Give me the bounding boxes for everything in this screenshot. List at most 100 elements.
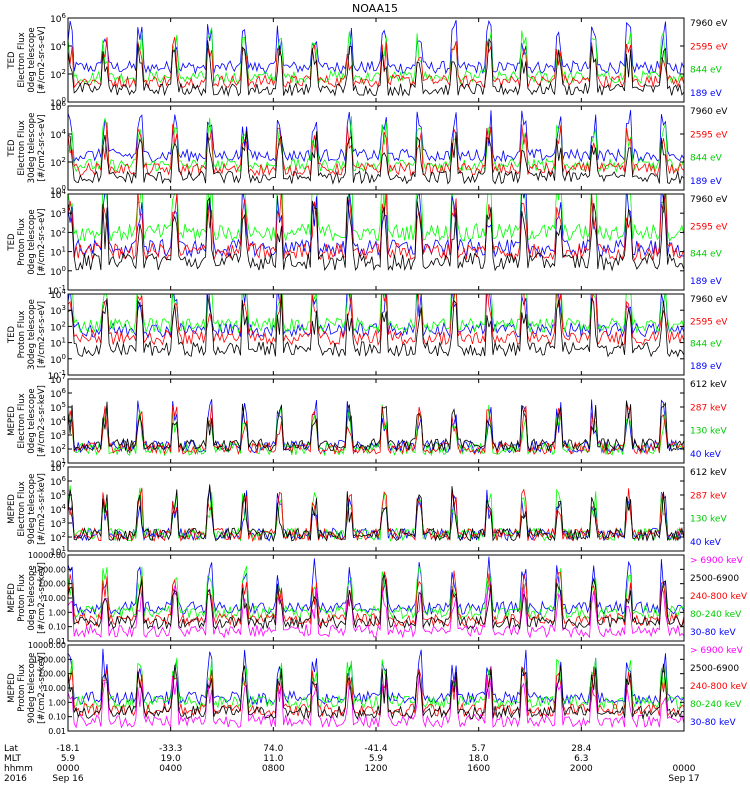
y-axis-label-line: [#/cm2-sr-s-eV] bbox=[37, 208, 47, 275]
y-tick-label: 104 bbox=[50, 288, 66, 301]
y-axis-label-line: Proton Flux bbox=[17, 218, 27, 266]
y-axis-label-line: 30deg telescope bbox=[27, 299, 37, 370]
series-trace-1 bbox=[68, 487, 684, 542]
y-tick-label: 103 bbox=[50, 429, 66, 442]
y-tick-label: 104 bbox=[50, 188, 66, 201]
y-tick-label: 103 bbox=[50, 517, 66, 530]
y-tick-label: 102 bbox=[50, 443, 66, 456]
y-axis-label-line: Proton Flux bbox=[17, 664, 27, 712]
series-trace-4 bbox=[68, 130, 684, 185]
y-tick-label: 102 bbox=[50, 156, 66, 169]
x-axis-value: 1200 bbox=[365, 764, 388, 774]
x-axis-value: 0000 bbox=[57, 764, 80, 774]
x-axis-value: 1600 bbox=[467, 764, 490, 774]
y-tick-label: 10.00 bbox=[43, 684, 66, 693]
y-axis-label-line: TED bbox=[7, 233, 17, 252]
x-axis-value: 5.7 bbox=[472, 744, 486, 754]
y-tick-label: 102 bbox=[50, 531, 66, 544]
y-tick-label: 105 bbox=[50, 489, 66, 502]
y-axis-label-line: [#/cm2-s-sr-keV] bbox=[37, 562, 47, 634]
y-tick-label: 102 bbox=[50, 320, 66, 333]
legend-entry: 189 eV bbox=[690, 89, 723, 99]
y-tick-label: 101 bbox=[50, 337, 66, 350]
x-axis-value: -33.3 bbox=[159, 744, 182, 754]
series-trace-2 bbox=[68, 566, 684, 620]
y-tick-label: 106 bbox=[50, 12, 66, 25]
series-trace-3 bbox=[68, 666, 684, 718]
panel-series bbox=[68, 19, 684, 97]
y-tick-label: 10000.00 bbox=[28, 551, 66, 560]
y-tick-label: 1.00 bbox=[48, 608, 66, 617]
y-tick-label: 103 bbox=[50, 304, 66, 317]
y-tick-label: 102 bbox=[50, 226, 66, 239]
legend-entry: 2595 eV bbox=[690, 222, 728, 232]
panel-series bbox=[68, 194, 684, 272]
panel-2 bbox=[67, 105, 685, 191]
legend-entry: 2595 eV bbox=[690, 130, 728, 140]
y-tick-label: 103 bbox=[50, 207, 66, 220]
legend-entry: 40 keV bbox=[690, 450, 722, 460]
series-trace-3 bbox=[68, 570, 684, 628]
legend-entry: 130 keV bbox=[690, 515, 727, 525]
y-tick-label: 104 bbox=[50, 40, 66, 53]
legend-entry: 80-240 keV bbox=[690, 700, 742, 710]
panel-frame bbox=[67, 378, 685, 464]
y-tick-label: 100 bbox=[50, 353, 66, 366]
legend-entry: 612 keV bbox=[690, 380, 727, 390]
series-trace-5 bbox=[68, 663, 684, 720]
panel-5 bbox=[67, 378, 685, 464]
panel-8 bbox=[67, 644, 685, 732]
x-axis-value: -41.4 bbox=[364, 744, 388, 754]
x-axis-row-label: Lat bbox=[4, 744, 19, 754]
y-tick-label: 0.01 bbox=[48, 637, 66, 646]
x-axis-value: 19.0 bbox=[161, 754, 181, 764]
y-axis-label-line: [#/cm2-sr-s-eV] bbox=[37, 301, 47, 368]
x-axis-value: 5.9 bbox=[61, 754, 76, 764]
y-axis-label-line: 0deg telescope bbox=[27, 565, 37, 630]
y-axis-label-line: TED bbox=[7, 139, 17, 158]
legend-entry: 844 eV bbox=[690, 250, 723, 260]
y-axis-label-line: [#/cm2-sr-s-eV] bbox=[37, 114, 47, 181]
series-trace-3 bbox=[68, 194, 684, 262]
panel-series bbox=[68, 399, 684, 457]
legend-entry: 2500-6900 bbox=[690, 574, 739, 584]
y-tick-label: 1000.00 bbox=[33, 655, 66, 664]
y-tick-label: 107 bbox=[50, 373, 66, 386]
y-axis-label-line: [#/cm2-sr-s-eV] bbox=[37, 26, 47, 93]
y-tick-label: 105 bbox=[50, 401, 66, 414]
series-trace-4 bbox=[68, 400, 684, 453]
y-tick-label: 104 bbox=[50, 503, 66, 516]
panel-6 bbox=[67, 466, 685, 552]
y-axis-label-line: 0deg telescope bbox=[27, 27, 37, 92]
panel-4 bbox=[67, 293, 685, 376]
panel-7 bbox=[67, 554, 685, 642]
y-axis-label-line: MEPED bbox=[7, 406, 17, 436]
series-trace-4 bbox=[68, 294, 684, 358]
y-tick-label: 101 bbox=[50, 545, 66, 558]
series-trace-1 bbox=[68, 109, 684, 163]
legend-entry: 7960 eV bbox=[690, 295, 728, 305]
legend-entry: 2500-6900 bbox=[690, 664, 739, 674]
y-tick-label: 100.00 bbox=[38, 580, 66, 589]
y-axis-label-line: 90deg telescope bbox=[27, 474, 37, 545]
y-axis-label-line: Proton Flux bbox=[17, 311, 27, 359]
series-trace-3 bbox=[68, 122, 684, 177]
legend-entry: 287 keV bbox=[690, 403, 727, 413]
legend-entry: 40 keV bbox=[690, 538, 722, 548]
y-axis-label-line: [#/cm2-s-sr-keV] bbox=[37, 652, 47, 724]
y-axis-label-line: [#/cm2-s-sr-keV] bbox=[37, 385, 47, 457]
series-trace-3 bbox=[68, 294, 684, 347]
series-trace-3 bbox=[68, 36, 684, 89]
y-tick-label: 106 bbox=[50, 100, 66, 113]
y-axis-label-line: TED bbox=[7, 325, 17, 344]
y-axis-label-line: Electron Flux bbox=[17, 393, 27, 448]
series-trace-4 bbox=[68, 38, 684, 97]
x-axis-value: Sep 16 bbox=[52, 774, 84, 784]
y-tick-label: 1.00 bbox=[48, 698, 66, 707]
legend-entry: 189 eV bbox=[690, 277, 723, 287]
x-axis-value: 5.9 bbox=[369, 754, 384, 764]
legend-entry: > 6900 keV bbox=[690, 556, 744, 566]
series-trace-2 bbox=[68, 116, 684, 173]
y-tick-label: 106 bbox=[50, 387, 66, 400]
